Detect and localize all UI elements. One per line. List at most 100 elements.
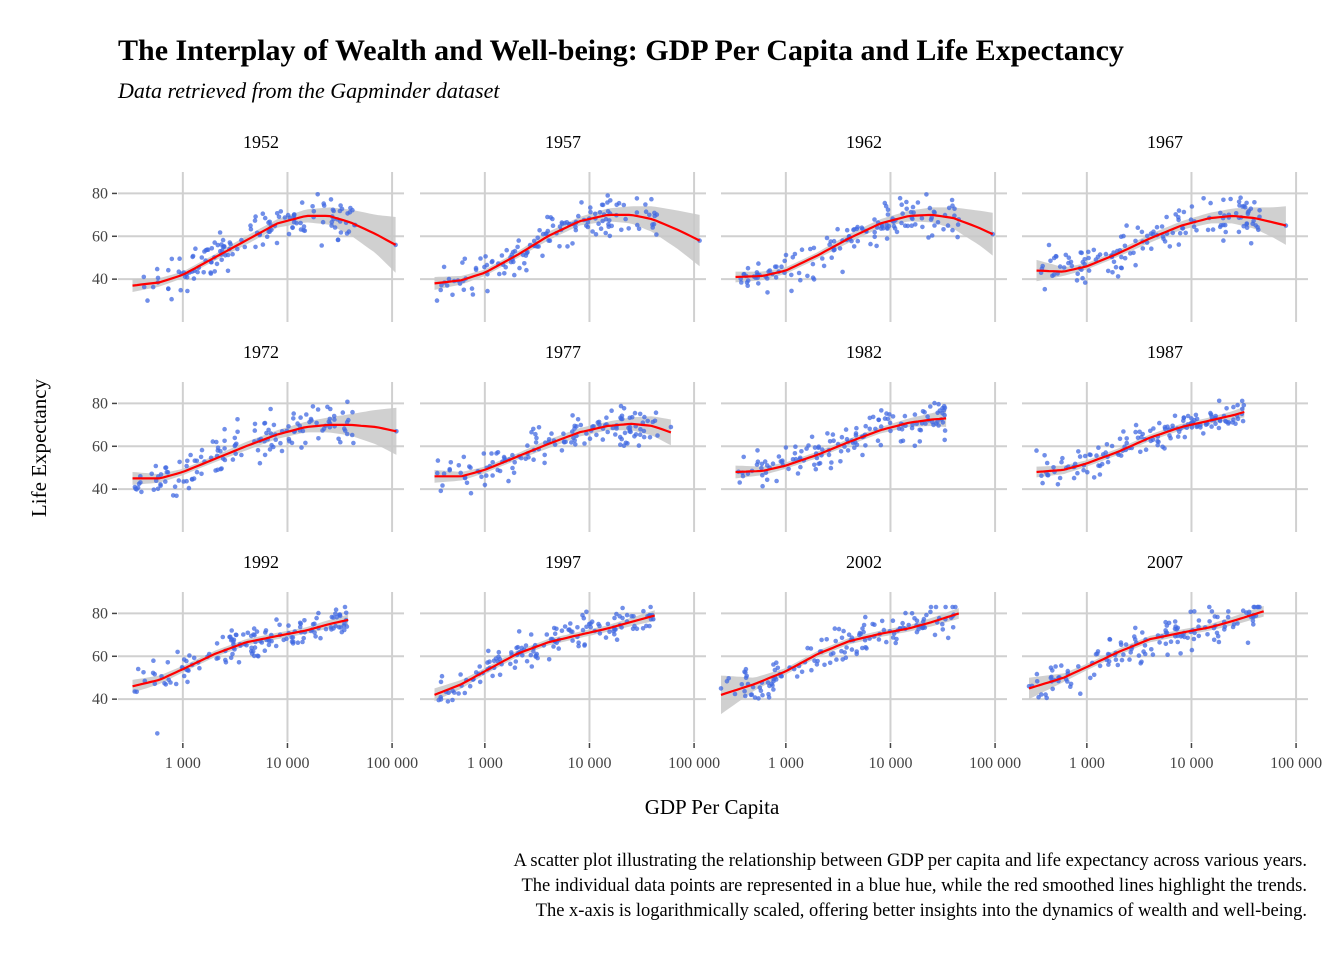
data-point <box>1176 242 1182 247</box>
data-point <box>1205 227 1211 233</box>
data-point <box>909 223 914 228</box>
data-point <box>546 657 552 662</box>
data-point <box>928 604 934 610</box>
data-point <box>630 626 636 632</box>
data-point <box>582 441 587 446</box>
data-point <box>1050 686 1055 692</box>
data-point <box>932 632 938 638</box>
data-point <box>1071 475 1077 481</box>
data-point <box>831 651 836 656</box>
data-point <box>262 648 268 653</box>
data-point <box>544 231 549 236</box>
facet-panel-1952: 1952 40 60 80 <box>92 132 404 322</box>
data-point <box>932 210 937 215</box>
data-point <box>314 420 319 426</box>
data-point <box>1216 425 1222 431</box>
data-point <box>255 447 261 453</box>
data-point <box>1164 630 1170 635</box>
data-point <box>1091 475 1097 480</box>
data-point <box>1133 238 1138 244</box>
data-point <box>860 645 865 651</box>
data-point <box>830 432 836 437</box>
data-point <box>1255 604 1260 610</box>
data-point <box>177 256 182 262</box>
data-point <box>330 207 336 213</box>
data-point <box>941 227 946 232</box>
data-point <box>576 643 581 649</box>
data-point <box>1111 250 1116 255</box>
data-point <box>199 255 205 260</box>
data-point <box>578 422 584 428</box>
data-point <box>215 242 221 248</box>
data-point <box>841 628 846 634</box>
data-point <box>607 629 612 634</box>
data-point <box>1240 406 1245 412</box>
data-point <box>917 439 923 444</box>
data-point <box>899 202 904 207</box>
data-point <box>165 660 171 665</box>
data-point <box>1231 404 1236 410</box>
data-point <box>1075 470 1080 476</box>
data-point <box>927 205 933 211</box>
data-point <box>950 625 956 630</box>
data-point <box>1093 651 1099 657</box>
data-point <box>332 225 338 230</box>
data-point <box>605 621 611 627</box>
data-point <box>1075 271 1080 277</box>
data-point <box>953 604 958 610</box>
data-point <box>940 420 946 425</box>
data-point <box>764 276 770 281</box>
data-point <box>1106 662 1111 667</box>
data-point <box>220 634 226 640</box>
data-point <box>1189 204 1195 209</box>
data-point <box>528 652 534 658</box>
data-point <box>634 626 640 632</box>
data-point <box>1045 472 1050 478</box>
data-point <box>559 448 565 453</box>
data-point <box>1138 449 1143 455</box>
data-point <box>743 693 748 699</box>
data-point <box>1110 270 1115 275</box>
data-point <box>648 604 653 610</box>
data-point <box>254 629 260 634</box>
data-point <box>809 667 814 673</box>
data-point <box>1069 263 1075 269</box>
facet-panel-1967: 1967 <box>1022 132 1308 322</box>
data-point <box>1207 619 1212 624</box>
data-point <box>524 267 529 273</box>
data-point <box>1136 653 1142 658</box>
data-point <box>816 444 821 450</box>
data-point <box>268 406 273 412</box>
data-point <box>763 470 769 476</box>
data-point <box>1192 630 1197 636</box>
data-point <box>533 440 539 445</box>
data-point <box>580 612 585 618</box>
data-point <box>1097 472 1103 477</box>
data-point <box>792 251 798 257</box>
data-point <box>1107 637 1113 642</box>
data-point <box>1074 278 1080 283</box>
data-point <box>620 615 625 621</box>
smooth-trend-line <box>720 612 960 696</box>
data-point <box>194 469 200 475</box>
data-point <box>621 202 627 208</box>
data-point <box>1208 200 1213 206</box>
data-point <box>535 244 540 249</box>
data-point <box>185 458 190 464</box>
data-point <box>1163 619 1168 625</box>
data-point <box>328 197 334 202</box>
data-point <box>456 691 461 696</box>
facet-panel-2007: 2007 1 000 10 000 100 000 <box>1022 552 1322 772</box>
data-point <box>241 632 246 637</box>
data-point <box>517 265 522 271</box>
data-point <box>1086 249 1091 255</box>
data-point <box>845 448 851 453</box>
data-point <box>859 225 865 230</box>
data-point <box>213 468 218 473</box>
data-point <box>863 614 868 620</box>
data-point <box>863 423 868 429</box>
facet-panels: 1952 40 60 80 1957 1962 1967 1972 40 60 80 1977 1982… <box>92 132 1322 772</box>
data-point <box>529 664 535 669</box>
data-point <box>524 250 529 256</box>
data-point <box>1240 608 1246 613</box>
